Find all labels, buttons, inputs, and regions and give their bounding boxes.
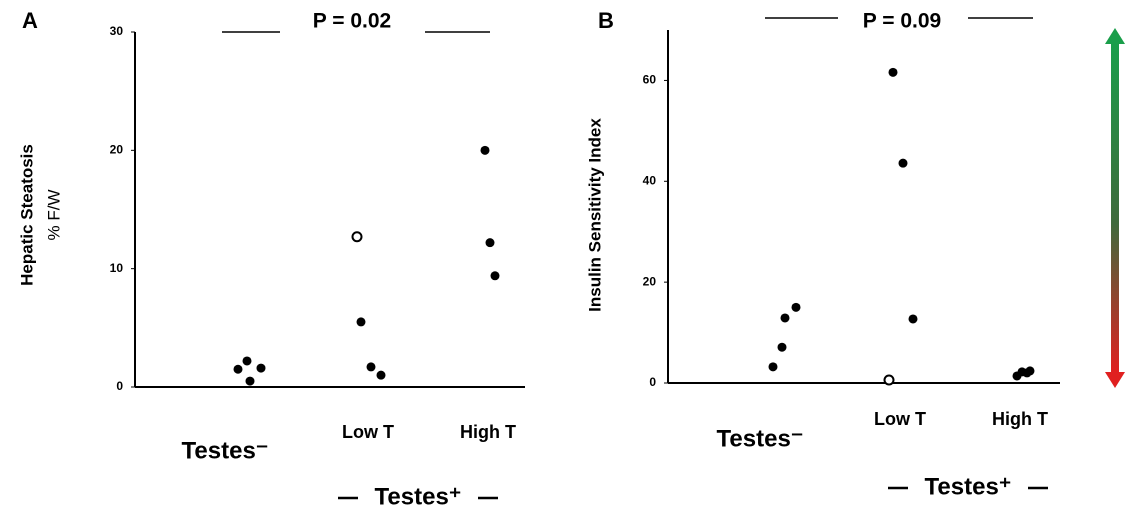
x-category-label: Testes⁻ <box>717 425 804 452</box>
y-axis-unit: % F/W <box>44 190 63 241</box>
y-tick-label: 20 <box>643 274 657 288</box>
x-category-label: High T <box>992 409 1048 429</box>
y-tick-label: 60 <box>643 73 657 87</box>
data-point <box>888 67 898 77</box>
data-point <box>351 231 363 243</box>
data-point <box>366 362 376 372</box>
gradient-arrow <box>1105 28 1125 388</box>
y-tick-label: 40 <box>643 173 657 187</box>
data-point <box>490 271 500 281</box>
x-category-label: Low T <box>342 422 394 442</box>
data-point <box>242 356 252 366</box>
data-point <box>233 364 243 374</box>
y-tick-label: 0 <box>116 379 123 393</box>
panel-label: A <box>22 8 38 33</box>
y-tick-label: 10 <box>110 261 124 275</box>
data-point <box>791 302 801 312</box>
data-point <box>256 363 266 373</box>
p-value: P = 0.02 <box>313 10 391 33</box>
data-point <box>777 342 787 352</box>
data-point <box>780 313 790 323</box>
panel-label: B <box>598 8 614 33</box>
y-tick-label: 0 <box>649 375 656 389</box>
y-axis-label: Insulin Sensitivity Index <box>585 118 604 312</box>
data-point <box>883 374 895 386</box>
data-point <box>480 145 490 155</box>
data-point <box>768 362 778 372</box>
p-value: P = 0.09 <box>863 10 941 33</box>
data-point <box>898 158 908 168</box>
data-point <box>908 314 918 324</box>
data-point <box>245 376 255 386</box>
y-tick-label: 30 <box>110 24 124 38</box>
y-tick-label: 20 <box>110 143 124 157</box>
group-label: Testes⁺ <box>375 483 462 510</box>
data-point <box>376 370 386 380</box>
data-point <box>485 238 495 248</box>
group-label: Testes⁺ <box>925 473 1012 500</box>
y-axis-label: Hepatic Steatosis <box>17 144 36 286</box>
x-category-label: Testes⁻ <box>182 437 269 464</box>
data-point <box>356 317 366 327</box>
data-point <box>1025 366 1035 376</box>
x-category-label: High T <box>460 422 516 442</box>
x-category-label: Low T <box>874 409 926 429</box>
